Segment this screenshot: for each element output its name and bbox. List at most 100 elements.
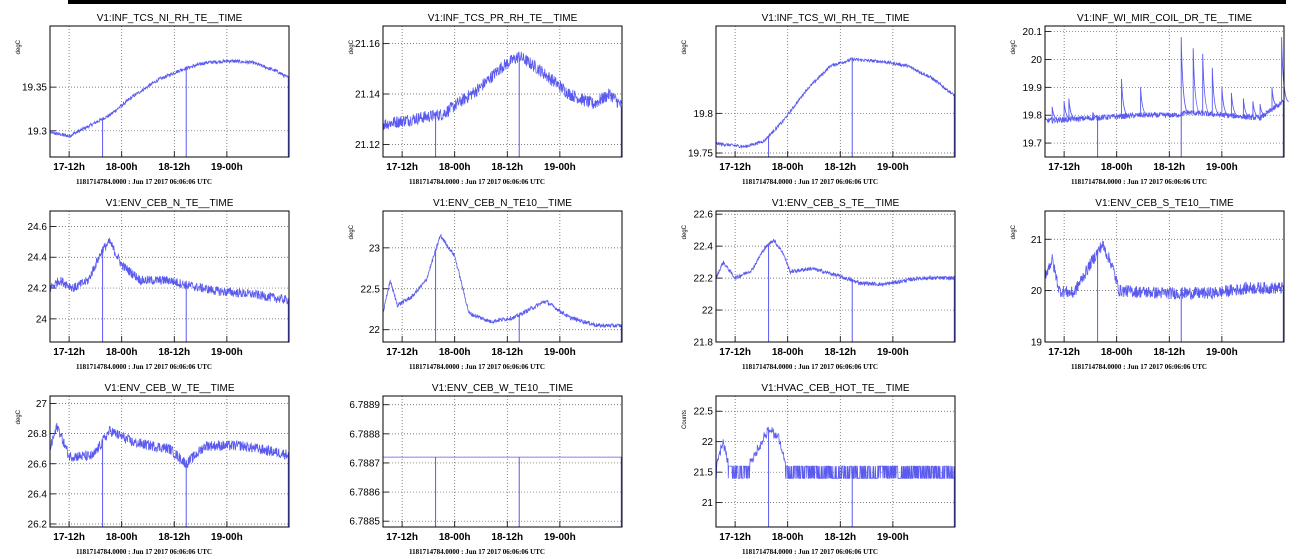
x-tick-label: 17-12h — [719, 347, 751, 358]
x-tick-label: 18-00h — [1101, 347, 1133, 358]
x-tick-label: 19-00h — [544, 347, 576, 358]
data-series-line — [382, 51, 623, 130]
data-spike — [1252, 101, 1261, 119]
x-tick-label: 18-12h — [158, 532, 190, 543]
data-series-line — [382, 233, 623, 329]
timestamp-label: 1181714784.0000 : Jun 17 2017 06:06:06 U… — [742, 548, 878, 556]
data-spike — [1063, 101, 1072, 120]
x-tick-label: 18-00h — [439, 347, 471, 358]
x-tick-label: 18-00h — [772, 162, 804, 173]
y-tick-label: 6.7888 — [349, 429, 380, 440]
y-tick-label: 22 — [702, 437, 714, 448]
plot-frame — [49, 210, 290, 343]
x-tick-label: 18-12h — [1153, 347, 1185, 358]
x-tick-label: 19-00h — [877, 162, 909, 173]
timestamp-label: 1181714784.0000 : Jun 17 2017 06:06:06 U… — [409, 178, 545, 186]
chart-title: V1:ENV_CEB_W_TE__TIME — [104, 383, 234, 394]
y-tick-label: 24.2 — [28, 284, 48, 295]
x-tick-label: 18-12h — [824, 532, 856, 543]
chart-panel: V1:HVAC_CEB_HOT_TE__TIME Counts 21 21.5 22 22… — [682, 383, 956, 556]
data-series-line — [49, 422, 290, 468]
chart-panel: V1:ENV_CEB_W_TE__TIME degC 26.2 26.4 26.6 26.… — [16, 383, 290, 556]
y-tick-label: 6.7889 — [349, 400, 380, 411]
x-tick-label: 18-12h — [824, 347, 856, 358]
y-tick-label: 22.4 — [694, 242, 714, 253]
chart-title: V1:INF_WI_MIR_COIL_DR_TE__TIME — [1077, 13, 1252, 24]
x-tick-label: 19-00h — [877, 532, 909, 543]
data-spike — [1259, 103, 1268, 118]
x-tick-label: 18-12h — [158, 347, 190, 358]
y-tick-label: 22.5 — [361, 284, 381, 295]
x-tick-label: 19-00h — [211, 162, 243, 173]
data-spike — [1281, 37, 1289, 103]
timestamp-label: 1181714784.0000 : Jun 17 2017 06:06:06 U… — [742, 363, 878, 371]
x-tick-label: 18-00h — [439, 532, 471, 543]
chart-panel: V1:INF_TCS_PR_RH_TE__TIME degC 21.12 21.14 2… — [349, 13, 623, 186]
timestamp-label: 1181714784.0000 : Jun 17 2017 06:06:06 U… — [76, 548, 212, 556]
y-tick-label: 26.2 — [28, 519, 48, 530]
x-tick-label: 18-12h — [158, 162, 190, 173]
plot-frame — [382, 395, 623, 528]
y-tick-label: 20 — [1031, 286, 1043, 297]
x-tick-label: 17-12h — [719, 162, 751, 173]
data-series-line — [715, 238, 956, 287]
y-tick-label: 19.8 — [694, 109, 714, 120]
y-tick-label: 23 — [369, 243, 381, 254]
y-tick-label: 21 — [1031, 235, 1043, 246]
data-series-line — [1044, 240, 1285, 301]
y-tick-label: 21.8 — [694, 338, 714, 349]
x-tick-label: 19-00h — [877, 347, 909, 358]
y-tick-label: 19 — [1031, 338, 1043, 349]
chart-title: V1:ENV_CEB_S_TE10__TIME — [1095, 198, 1234, 209]
x-tick-label: 18-00h — [106, 347, 138, 358]
y-tick-label: 19.9 — [1023, 83, 1043, 94]
timestamp-label: 1181714784.0000 : Jun 17 2017 06:06:06 U… — [1071, 363, 1207, 371]
plot-frame — [715, 210, 956, 343]
data-spike — [1051, 106, 1060, 121]
x-tick-label: 17-12h — [1048, 347, 1080, 358]
y-tick-label: 22.2 — [694, 274, 714, 285]
x-tick-label: 19-00h — [211, 532, 243, 543]
data-series-line — [49, 237, 290, 307]
x-tick-label: 17-12h — [53, 532, 85, 543]
y-axis-label: degC — [1011, 39, 1017, 54]
x-tick-label: 18-12h — [491, 532, 523, 543]
chart-panel: V1:ENV_CEB_W_TE10__TIME 6.7885 6.7886 6.788… — [349, 383, 623, 556]
y-tick-label: 21.12 — [355, 140, 380, 151]
y-tick-label: 20 — [1031, 55, 1043, 66]
data-spike — [1221, 87, 1230, 117]
data-series-line — [1044, 99, 1285, 124]
x-tick-label: 17-12h — [386, 532, 418, 543]
timestamp-label: 1181714784.0000 : Jun 17 2017 06:06:06 U… — [742, 178, 878, 186]
y-tick-label: 6.7887 — [349, 458, 380, 469]
data-spike — [1140, 87, 1148, 116]
x-tick-label: 18-00h — [106, 532, 138, 543]
data-spike — [1271, 87, 1280, 110]
y-axis-label: degC — [16, 39, 22, 54]
y-tick-label: 21 — [702, 498, 714, 509]
x-tick-label: 17-12h — [1048, 162, 1080, 173]
y-tick-label: 21.14 — [355, 90, 380, 101]
data-spike — [1202, 53, 1211, 115]
y-tick-label: 26.6 — [28, 459, 48, 470]
chart-title: V1:ENV_CEB_N_TE10__TIME — [433, 198, 572, 209]
data-spike — [1242, 98, 1251, 118]
y-tick-label: 19.8 — [1023, 111, 1043, 122]
chart-panel: V1:ENV_CEB_N_TE__TIME 24 24.2 24.4 24.6 17-12… — [28, 198, 290, 371]
chart-title: V1:INF_TCS_WI_RH_TE__TIME — [762, 13, 910, 24]
y-tick-label: 21.5 — [694, 468, 714, 479]
chart-panel: V1:ENV_CEB_S_TE10__TIME degC 19 20 21 17-12h 1… — [1011, 198, 1285, 371]
plot-frame — [1044, 210, 1285, 343]
y-tick-label: 19.7 — [1023, 139, 1043, 150]
data-spike — [1192, 48, 1201, 114]
timestamp-label: 1181714784.0000 : Jun 17 2017 06:06:06 U… — [1071, 178, 1207, 186]
plot-frame — [49, 25, 290, 158]
y-tick-label: 24.4 — [28, 253, 48, 264]
y-tick-label: 22.6 — [694, 210, 714, 221]
x-tick-label: 17-12h — [386, 347, 418, 358]
x-tick-label: 17-12h — [386, 162, 418, 173]
chart-title: V1:HVAC_CEB_HOT_TE__TIME — [761, 383, 910, 394]
data-spike — [1121, 78, 1129, 117]
data-spike — [1092, 112, 1101, 119]
chart-title: V1:ENV_CEB_W_TE10__TIME — [432, 383, 573, 394]
